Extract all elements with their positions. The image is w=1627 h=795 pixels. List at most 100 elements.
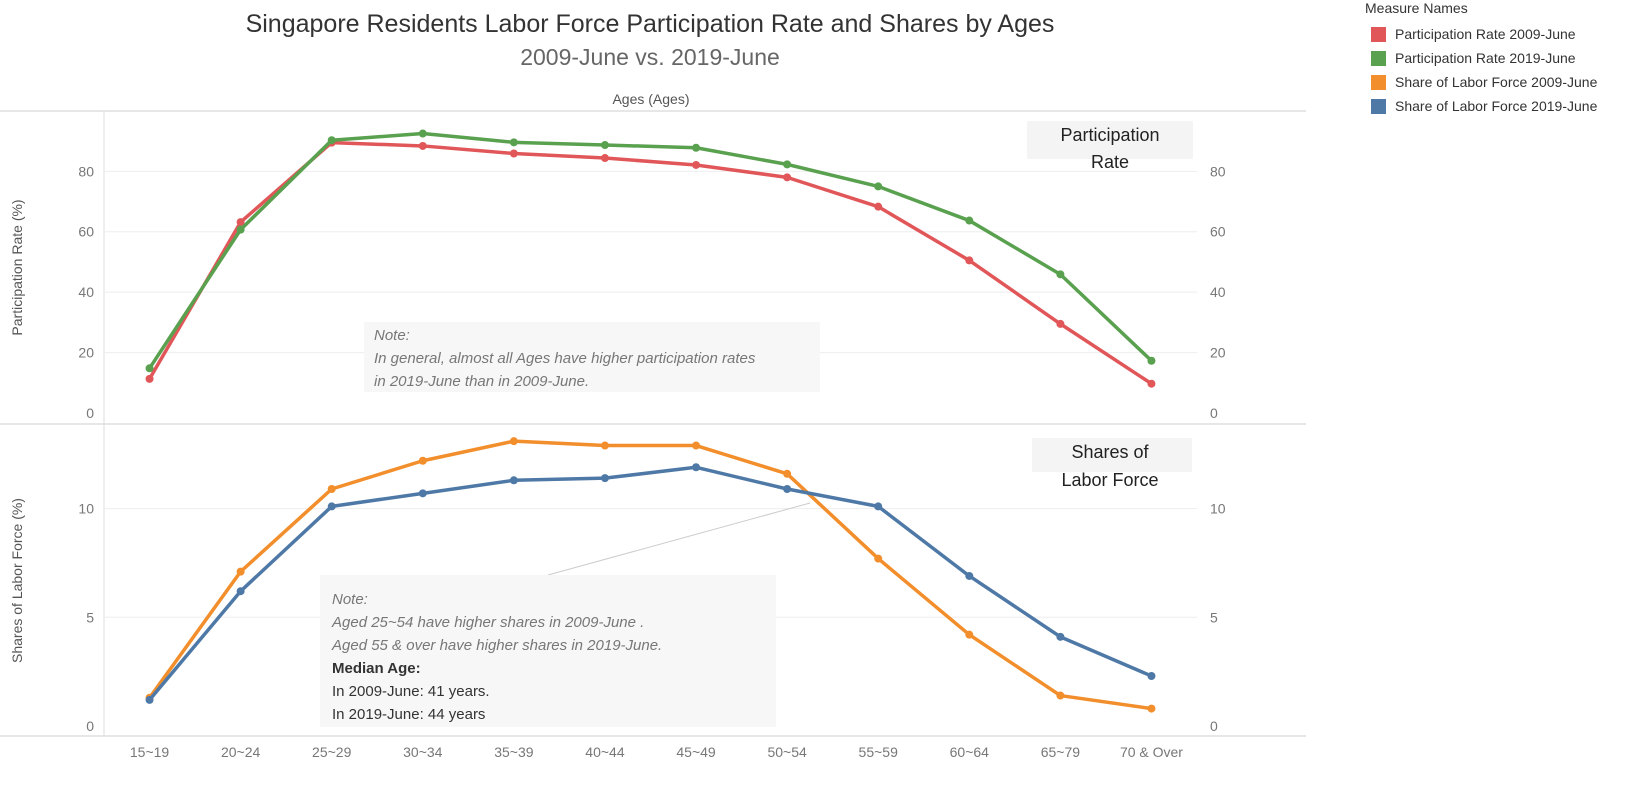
data-point — [327, 502, 336, 511]
data-point — [236, 218, 245, 227]
data-point — [1056, 270, 1065, 279]
note-text-line: Note: — [332, 591, 368, 608]
y-tick-right: 40 — [1210, 284, 1226, 300]
panel-label-box — [1032, 438, 1192, 472]
data-point — [1147, 704, 1156, 713]
x-tick-label: 45~49 — [676, 744, 716, 760]
data-point — [874, 554, 883, 563]
data-point — [783, 469, 792, 478]
legend-item[interactable]: Share of Labor Force 2019-June — [1365, 94, 1625, 118]
data-point — [327, 136, 336, 145]
y-tick-left: 5 — [86, 609, 94, 625]
note-text-line: In 2009-June: 41 years. — [332, 683, 490, 700]
y-tick-right: 20 — [1210, 345, 1226, 361]
annotation-leader-line — [547, 502, 811, 576]
x-axis-title: Ages (Ages) — [612, 91, 689, 107]
note-text-line: Aged 55 & over have higher shares in 201… — [331, 637, 662, 654]
data-point — [236, 567, 245, 576]
x-tick-label: 35~39 — [494, 744, 534, 760]
y-tick-left: 10 — [78, 501, 94, 517]
data-point — [692, 143, 701, 152]
data-point — [965, 630, 974, 639]
legend-label: Share of Labor Force 2009-June — [1395, 74, 1598, 90]
data-point — [874, 502, 883, 511]
data-point — [1147, 671, 1156, 680]
data-point — [1056, 691, 1065, 700]
panel-label-line: Rate — [1091, 152, 1129, 172]
legend-swatch — [1371, 50, 1386, 66]
x-tick-label: 55~59 — [859, 744, 899, 760]
legend-item[interactable]: Share of Labor Force 2009-June — [1365, 70, 1625, 94]
legend-item[interactable]: Participation Rate 2019-June — [1365, 46, 1625, 70]
panel-label-line: Labor Force — [1061, 470, 1158, 490]
data-point — [327, 485, 336, 494]
panel-label-line: Shares of — [1071, 442, 1149, 462]
panel-label-box — [1027, 121, 1193, 159]
legend: Measure Names Participation Rate 2009-Ju… — [1365, 0, 1625, 118]
series-line — [148, 439, 1152, 711]
data-point — [874, 182, 883, 191]
y-tick-right: 10 — [1210, 501, 1226, 517]
data-point — [783, 173, 792, 182]
x-tick-label: 25~29 — [312, 744, 352, 760]
data-point — [1056, 632, 1065, 641]
data-point — [692, 441, 701, 450]
legend-label: Participation Rate 2019-June — [1395, 50, 1576, 66]
note-text-line: In 2019-June: 44 years — [332, 706, 485, 723]
note-text-line: Aged 25~54 have higher shares in 2009-Ju… — [331, 614, 644, 631]
x-tick-label: 20~24 — [221, 744, 261, 760]
y-tick-left: 40 — [78, 284, 94, 300]
x-tick-label: 60~64 — [950, 744, 990, 760]
y-axis-title: Participation Rate (%) — [9, 199, 25, 335]
series-line — [148, 131, 1153, 370]
y-tick-left: 20 — [78, 345, 94, 361]
data-point — [600, 141, 609, 150]
data-point — [509, 138, 518, 147]
y-tick-left: 60 — [78, 224, 94, 240]
x-tick-label: 50~54 — [767, 744, 807, 760]
data-point — [965, 256, 974, 265]
x-tick-label: 30~34 — [403, 744, 443, 760]
y-tick-right: 0 — [1210, 405, 1218, 421]
chart-subtitle: 2009-June vs. 2019-June — [520, 44, 780, 70]
data-point — [1147, 356, 1156, 365]
y-tick-left: 80 — [78, 163, 94, 179]
note-text-line: Note: — [374, 327, 410, 344]
note-box — [320, 575, 776, 727]
data-point — [509, 476, 518, 485]
data-point — [600, 441, 609, 450]
y-tick-right: 5 — [1210, 609, 1218, 625]
y-tick-right: 0 — [1210, 718, 1218, 734]
chart-title: Singapore Residents Labor Force Particip… — [245, 10, 1055, 38]
data-point — [1147, 379, 1156, 388]
data-point — [600, 154, 609, 163]
data-point — [692, 463, 701, 472]
legend-swatch — [1371, 98, 1386, 114]
data-point — [874, 202, 883, 211]
y-tick-right: 80 — [1210, 163, 1226, 179]
legend-title: Measure Names — [1365, 0, 1468, 16]
x-tick-label: 65~79 — [1041, 744, 1081, 760]
y-tick-right: 60 — [1210, 224, 1226, 240]
data-point — [509, 437, 518, 446]
y-tick-left: 0 — [86, 405, 94, 421]
data-point — [783, 485, 792, 494]
data-point — [509, 149, 518, 158]
data-point — [418, 456, 427, 465]
data-point — [1056, 319, 1065, 328]
data-point — [692, 160, 701, 169]
note-box — [364, 322, 820, 392]
data-point — [418, 129, 427, 138]
data-point — [965, 571, 974, 580]
legend-swatch — [1371, 74, 1386, 90]
y-tick-left: 0 — [86, 718, 94, 734]
legend-item[interactable]: Participation Rate 2009-June — [1365, 22, 1625, 46]
legend-label: Participation Rate 2009-June — [1395, 26, 1576, 42]
x-tick-label: 15~19 — [130, 744, 170, 760]
data-point — [145, 695, 154, 704]
data-point — [418, 489, 427, 498]
note-text-line: In general, almost all Ages have higher … — [374, 350, 756, 367]
series-line — [148, 465, 1153, 702]
panel-label-line: Participation — [1060, 125, 1159, 145]
